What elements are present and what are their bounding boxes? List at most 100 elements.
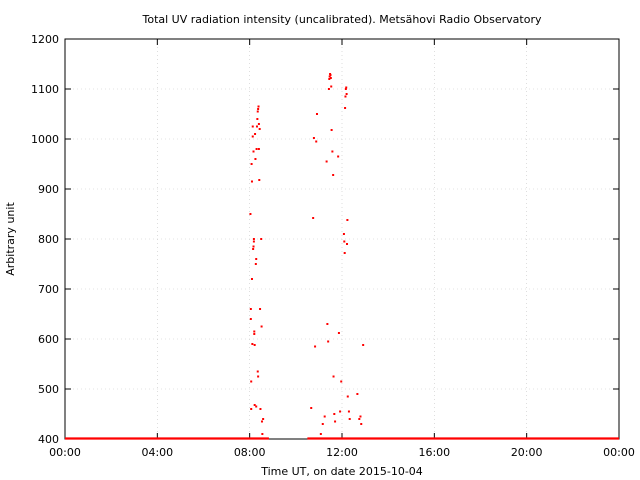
data-point bbox=[250, 408, 253, 410]
data-point bbox=[344, 88, 347, 90]
data-point bbox=[337, 155, 340, 158]
data-point bbox=[326, 323, 329, 325]
data-point bbox=[262, 418, 265, 420]
data-point bbox=[251, 125, 254, 128]
data-point bbox=[252, 245, 255, 248]
y-tick-label: 600 bbox=[38, 333, 59, 346]
data-point bbox=[254, 263, 257, 265]
data-point bbox=[362, 344, 365, 346]
data-point bbox=[343, 240, 346, 243]
x-tick-label: 04:00 bbox=[141, 446, 173, 459]
x-tick-label: 20:00 bbox=[511, 446, 543, 459]
data-point bbox=[334, 420, 337, 423]
data-point bbox=[249, 318, 252, 320]
data-point bbox=[255, 258, 258, 260]
data-point bbox=[337, 332, 340, 334]
data-point bbox=[250, 380, 253, 383]
data-point bbox=[321, 423, 324, 425]
data-point bbox=[250, 163, 253, 165]
data-point bbox=[342, 233, 345, 235]
x-tick-label: 08:00 bbox=[234, 446, 266, 459]
data-point bbox=[252, 150, 255, 153]
data-point bbox=[252, 238, 255, 240]
data-point bbox=[327, 88, 330, 90]
data-point bbox=[312, 217, 315, 219]
data-point bbox=[252, 248, 255, 250]
data-point bbox=[315, 113, 318, 115]
data-point bbox=[253, 330, 256, 333]
data-point bbox=[255, 125, 258, 128]
data-point bbox=[333, 413, 336, 415]
data-point bbox=[343, 252, 346, 254]
y-tick-label: 700 bbox=[38, 283, 59, 296]
data-point bbox=[253, 344, 256, 346]
data-point bbox=[260, 238, 263, 240]
y-tick-label: 1100 bbox=[31, 83, 59, 96]
data-point bbox=[359, 415, 362, 418]
y-tick-label: 1200 bbox=[31, 33, 59, 46]
data-points bbox=[249, 73, 365, 435]
data-point bbox=[250, 180, 253, 183]
data-point bbox=[258, 179, 261, 181]
y-tick-label: 1000 bbox=[31, 133, 59, 146]
data-point bbox=[332, 375, 335, 378]
data-point bbox=[259, 408, 262, 410]
data-point bbox=[330, 129, 333, 131]
y-tick-label: 500 bbox=[38, 383, 59, 396]
data-point bbox=[325, 160, 328, 163]
data-point bbox=[360, 423, 363, 425]
data-point bbox=[323, 415, 326, 418]
x-tick-label: 00:00 bbox=[49, 446, 81, 459]
data-point bbox=[328, 78, 331, 80]
data-point bbox=[346, 219, 349, 221]
data-point bbox=[260, 420, 263, 423]
data-point bbox=[345, 86, 348, 89]
data-point bbox=[344, 95, 347, 98]
x-tick-label: 12:00 bbox=[326, 446, 358, 459]
x-axis-title: Time UT, on date 2015-10-04 bbox=[260, 465, 423, 478]
data-point bbox=[339, 410, 342, 413]
data-point bbox=[358, 418, 361, 420]
data-point bbox=[330, 85, 333, 88]
data-point bbox=[256, 110, 259, 113]
data-point bbox=[257, 108, 260, 110]
y-tick-label: 900 bbox=[38, 183, 59, 196]
data-point bbox=[255, 405, 258, 408]
data-point bbox=[346, 243, 349, 245]
data-point bbox=[260, 325, 263, 328]
data-point bbox=[250, 278, 253, 280]
data-point bbox=[348, 418, 351, 420]
data-point bbox=[252, 240, 255, 243]
y-tick-label: 800 bbox=[38, 233, 59, 246]
data-point bbox=[345, 93, 348, 95]
data-point bbox=[340, 380, 343, 383]
data-point bbox=[258, 128, 261, 130]
data-point bbox=[347, 410, 350, 413]
axis-ticks bbox=[64, 38, 620, 440]
data-point bbox=[344, 107, 347, 109]
data-point bbox=[254, 133, 257, 135]
data-point bbox=[257, 148, 260, 150]
data-point bbox=[251, 343, 254, 345]
data-point bbox=[315, 140, 318, 143]
data-point bbox=[249, 213, 252, 215]
data-point bbox=[257, 375, 260, 378]
data-point bbox=[346, 395, 349, 398]
data-point bbox=[310, 407, 313, 409]
data-point bbox=[253, 333, 256, 335]
x-tick-labels: 00:00 04:00 08:00 12:00 16:00 20:00 00:00 bbox=[49, 446, 635, 459]
data-point bbox=[261, 433, 264, 435]
data-point bbox=[254, 158, 257, 160]
data-point bbox=[328, 75, 331, 78]
data-point bbox=[256, 118, 259, 120]
data-point bbox=[314, 345, 317, 348]
data-point bbox=[332, 174, 335, 176]
y-tick-label: 400 bbox=[38, 433, 59, 446]
data-point bbox=[249, 308, 252, 310]
y-axis-title: Arbitrary unit bbox=[4, 202, 17, 276]
data-point bbox=[327, 340, 330, 343]
data-point bbox=[255, 148, 258, 150]
data-point bbox=[257, 105, 260, 108]
